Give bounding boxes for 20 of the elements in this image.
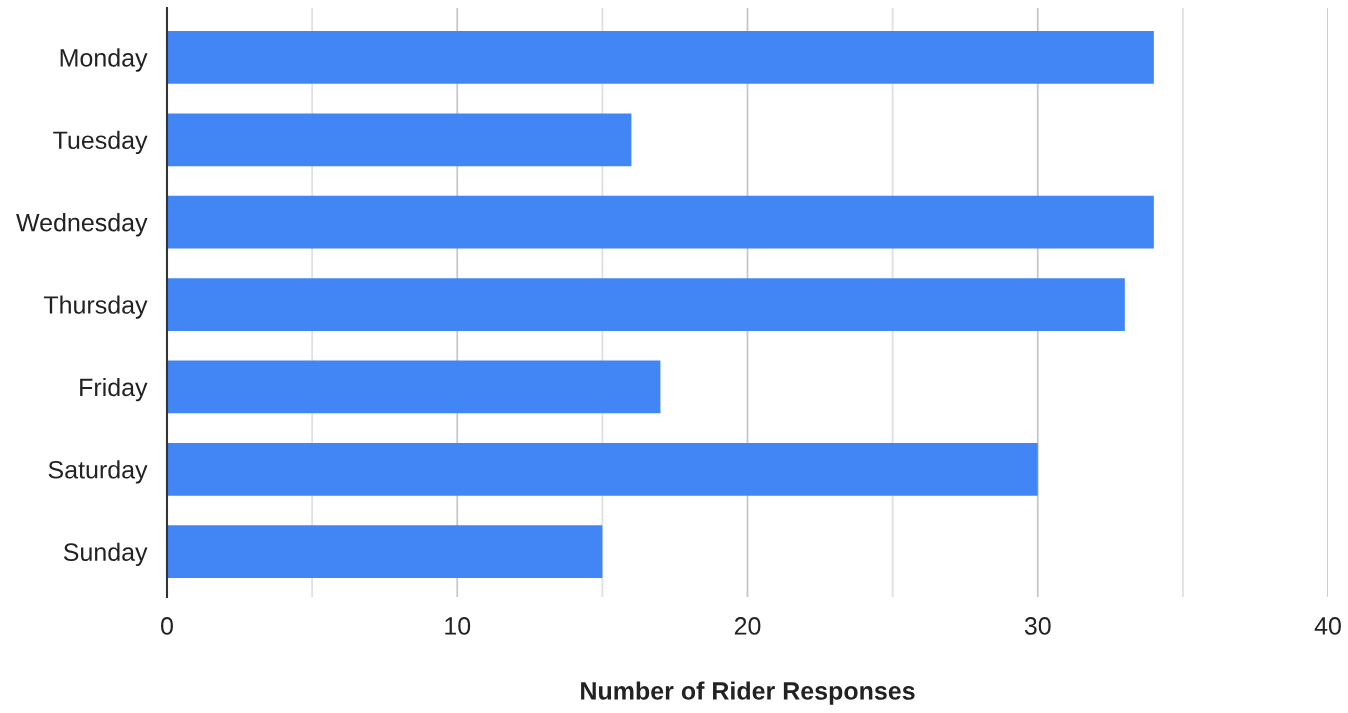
y-tick-label: Thursday	[43, 295, 148, 319]
x-axis-title: Number of Rider Responses	[581, 681, 915, 705]
y-tick-label: Saturday	[48, 460, 148, 484]
x-tick-label: 0	[161, 617, 173, 635]
x-tick-label: 20	[734, 617, 761, 635]
y-tick-label: Monday	[60, 48, 148, 72]
x-tick-label: 30	[1024, 617, 1051, 635]
y-tick-label: Sunday	[63, 542, 148, 566]
y-tick-label: Wednesday	[16, 213, 148, 237]
x-tick-label: 40	[1314, 617, 1341, 635]
bar	[167, 113, 632, 167]
bar	[167, 360, 661, 414]
bar	[167, 525, 603, 579]
bar	[167, 278, 1125, 331]
bar	[167, 195, 1154, 249]
bar	[167, 31, 1154, 84]
x-tick-label: 10	[445, 617, 471, 635]
bar	[167, 442, 1038, 496]
y-tick-label: Friday	[80, 377, 148, 402]
y-tick-label: Tuesday	[53, 130, 148, 155]
